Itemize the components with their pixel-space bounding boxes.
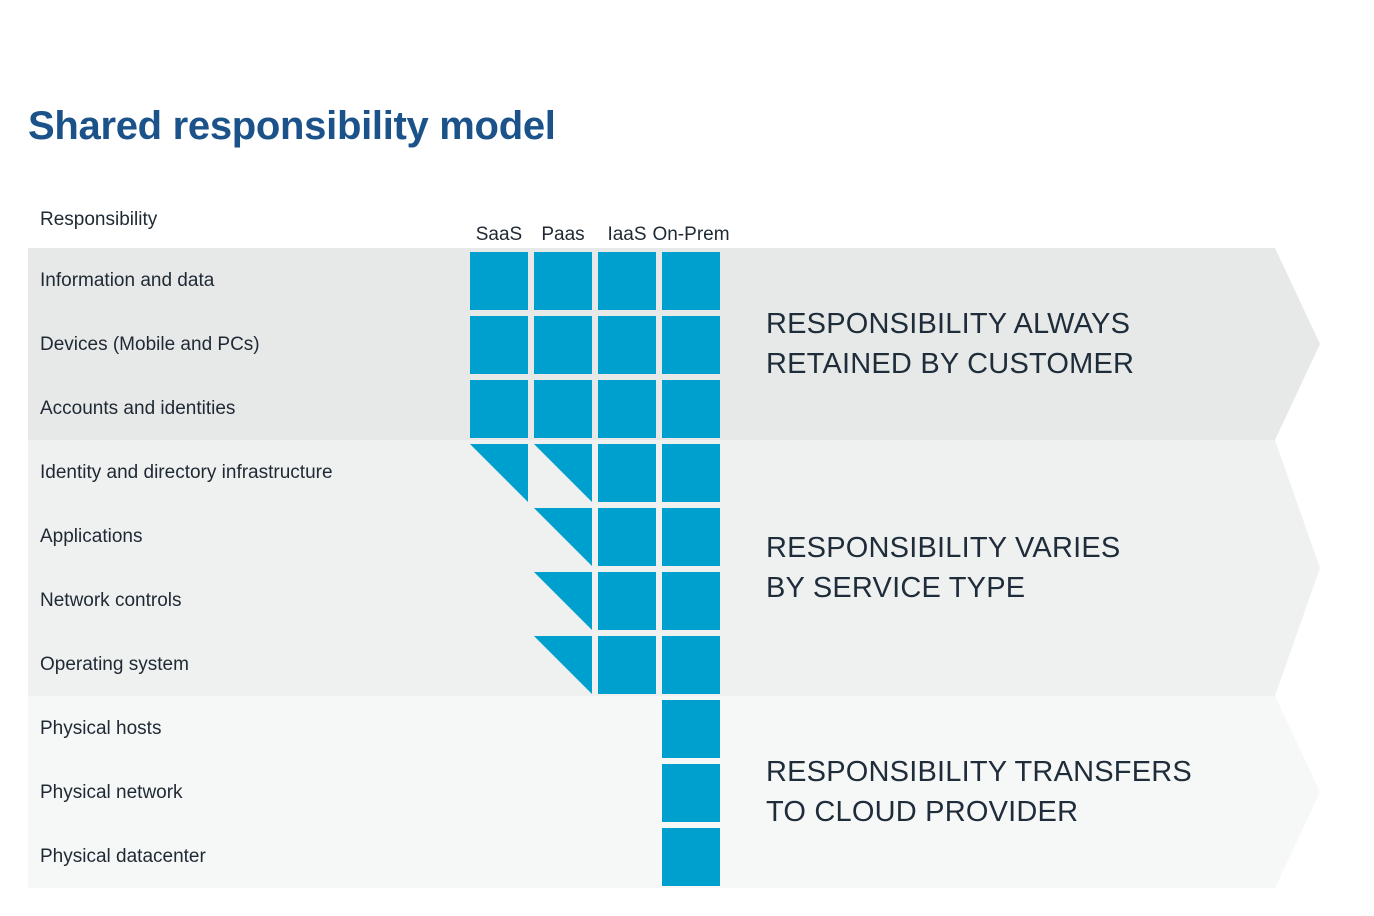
column-header-iaas-line-1: IaaS (607, 224, 647, 246)
cell-onprem-full (662, 572, 720, 630)
cell-iaas-full (598, 252, 656, 310)
row-label: Physical network (40, 782, 183, 803)
cell-saas-empty (470, 828, 528, 886)
column-header-paas: Paas (534, 196, 592, 248)
band-shape-varies-by-service-type (28, 440, 1320, 696)
cell-onprem-full (662, 508, 720, 566)
column-header-responsibility: Responsibility (40, 209, 158, 230)
column-header-onprem: On- Prem (652, 196, 729, 248)
cell-saas-empty (470, 700, 528, 758)
cell-saas-half (470, 444, 528, 502)
cell-iaas-full (598, 444, 656, 502)
cell-paas-half (534, 508, 592, 566)
column-header-onprem-line-1: On- (652, 224, 685, 246)
row-label: Physical hosts (40, 718, 162, 739)
row-label: Accounts and identities (40, 398, 236, 419)
column-header-saas: SaaS (470, 196, 528, 248)
cell-onprem-full (662, 252, 720, 310)
band-label-transfers-to-cloud-provider: RESPONSIBILITY TRANSFERS TO CLOUD PROVID… (766, 755, 1192, 828)
cell-onprem-full (662, 316, 720, 374)
cell-saas-empty (470, 508, 528, 566)
cell-paas-half (534, 572, 592, 630)
cell-paas-full (534, 380, 592, 438)
cell-onprem-full (662, 636, 720, 694)
row-label: Physical datacenter (40, 846, 206, 867)
table-row[interactable]: Network controls (28, 572, 722, 630)
cell-iaas-empty (598, 828, 656, 886)
column-header-onprem-line-2: Prem (684, 224, 730, 246)
row-label: Identity and directory infrastructure (40, 462, 333, 483)
band-varies-by-service-type: RESPONSIBILITY VARIES BY SERVICE TYPE (28, 440, 1320, 696)
cell-saas-empty (470, 572, 528, 630)
cell-onprem-full (662, 764, 720, 822)
cell-onprem-full (662, 828, 720, 886)
cell-paas-half (534, 444, 592, 502)
table-row[interactable]: Operating system (28, 636, 722, 694)
cell-iaas-empty (598, 700, 656, 758)
cell-saas-full (470, 252, 528, 310)
table-row[interactable]: Physical datacenter (28, 828, 722, 886)
cell-onprem-full (662, 380, 720, 438)
cell-paas-full (534, 316, 592, 374)
cell-iaas-full (598, 508, 656, 566)
cell-paas-empty (534, 764, 592, 822)
row-label: Devices (Mobile and PCs) (40, 334, 260, 355)
column-header-saas-line-1: SaaS (475, 224, 523, 246)
table-row[interactable]: Physical network (28, 764, 722, 822)
cell-iaas-empty (598, 764, 656, 822)
table-row[interactable]: Devices (Mobile and PCs) (28, 316, 722, 374)
cell-iaas-full (598, 316, 656, 374)
cell-paas-full (534, 252, 592, 310)
row-label: Network controls (40, 590, 182, 611)
band-label-retained-by-customer: RESPONSIBILITY ALWAYS RETAINED BY CUSTOM… (766, 307, 1135, 380)
cell-onprem-full (662, 700, 720, 758)
table-row[interactable]: Information and data (28, 252, 722, 310)
row-label: Information and data (40, 270, 215, 291)
cell-saas-empty (470, 636, 528, 694)
table-row[interactable]: Applications (28, 508, 722, 566)
row-label: Applications (40, 526, 143, 547)
row-label: Operating system (40, 654, 189, 675)
page-title: Shared responsibility model (28, 104, 556, 148)
table-row[interactable]: Physical hosts (28, 700, 722, 758)
cell-saas-full (470, 380, 528, 438)
cell-paas-empty (534, 828, 592, 886)
cell-onprem-full (662, 444, 720, 502)
cell-paas-half (534, 636, 592, 694)
table-header-row: Responsibility SaaS Paas IaaS On- Prem (28, 196, 1320, 248)
table-row[interactable]: Identity and directory infrastructure (28, 444, 722, 502)
cell-iaas-full (598, 572, 656, 630)
cell-paas-empty (534, 700, 592, 758)
table-row[interactable]: Accounts and identities (28, 380, 722, 438)
cell-iaas-full (598, 636, 656, 694)
cell-saas-full (470, 316, 528, 374)
column-header-iaas: IaaS (598, 196, 656, 248)
cell-iaas-full (598, 380, 656, 438)
column-header-paas-line-1: Paas (541, 224, 585, 246)
cell-saas-empty (470, 764, 528, 822)
band-label-varies-by-service-type: RESPONSIBILITY VARIES BY SERVICE TYPE (766, 531, 1121, 604)
